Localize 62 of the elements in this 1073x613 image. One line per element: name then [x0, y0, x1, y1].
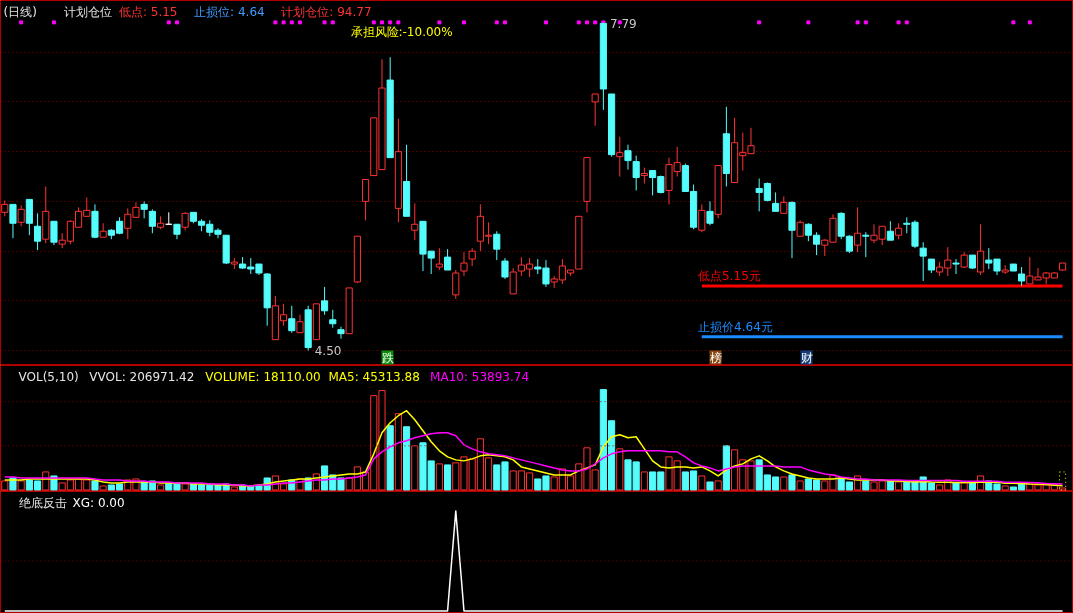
candlestick: [952, 258, 960, 275]
candlestick: [452, 269, 460, 300]
annotation: 4.50: [314, 344, 342, 359]
text: VVOL: 206971.42: [89, 369, 195, 384]
series-label: 止损价4.64元: [698, 319, 773, 334]
bar: [386, 425, 394, 491]
bar: [886, 480, 894, 491]
candlestick: [148, 208, 156, 234]
text: MA5: 45313.88: [328, 369, 420, 384]
candlestick: [460, 251, 468, 277]
chart-title: VOL(5,10): [18, 369, 79, 384]
candlestick: [698, 203, 706, 233]
candlestick: [706, 200, 714, 226]
annotation: 承担风险:-10.00%: [350, 24, 453, 39]
bar: [952, 482, 960, 491]
candlestick: [9, 203, 17, 239]
candlestick: [493, 230, 501, 261]
candlestick: [25, 198, 33, 236]
candlestick: [1018, 266, 1026, 287]
candlestick: [33, 212, 42, 251]
candlestick: [337, 326, 345, 340]
text: VOLUME: 18110.00: [205, 369, 321, 384]
chart-title: 绝底反击: [18, 495, 67, 510]
bar: [91, 480, 99, 491]
chart-subtitle: 计划仓位: [63, 4, 112, 19]
candlestick: [17, 204, 25, 227]
candlestick: [411, 202, 419, 241]
candlestick: [624, 144, 632, 171]
candlestick: [591, 93, 599, 127]
candlestick: [616, 136, 624, 178]
candlestick: [435, 247, 443, 271]
series-label: 低点5.15元: [698, 268, 761, 283]
bar: [444, 464, 452, 491]
text: XG: 0.00: [72, 495, 125, 510]
annotation: 止损位: 4.64: [194, 4, 265, 19]
candlestick: [501, 257, 509, 280]
annotation: 7.79: [609, 16, 637, 31]
candlestick: [919, 241, 927, 282]
bar: [722, 445, 730, 491]
candlestick: [362, 179, 370, 221]
annotation: 财: [800, 350, 813, 365]
candlestick: [288, 305, 296, 334]
candlestick: [50, 220, 58, 246]
candlestick: [886, 220, 894, 241]
annotation: 低点: 5.15: [118, 4, 178, 19]
candlestick: [632, 155, 640, 191]
candlestick: [444, 248, 452, 271]
chart-title: (日线): [3, 4, 37, 19]
annotation: 跌: [381, 350, 394, 365]
candlestick: [854, 206, 862, 253]
candlestick: [321, 286, 329, 316]
text: MA10: 53893.74: [430, 369, 530, 384]
candlestick: [772, 191, 780, 212]
candlestick: [509, 267, 517, 295]
bar: [403, 426, 411, 491]
bar: [788, 474, 796, 491]
bar: [862, 480, 870, 491]
annotation: 计划仓位: 94.77: [281, 4, 372, 19]
annotation: 榜: [709, 350, 722, 365]
candlestick: [862, 231, 870, 258]
bar: [706, 481, 714, 491]
candlestick: [977, 223, 985, 276]
